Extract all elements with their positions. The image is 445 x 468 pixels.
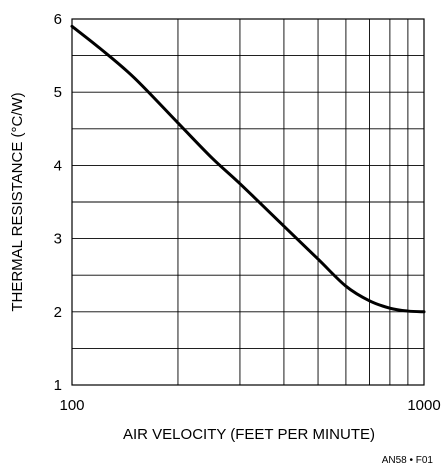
x-tick-label: 1000 xyxy=(407,397,440,414)
x-axis-title: AIR VELOCITY (FEET PER MINUTE) xyxy=(123,426,375,443)
y-tick-label: 5 xyxy=(54,84,62,101)
figure-id: AN58 • F01 xyxy=(382,455,434,466)
y-tick-label: 1 xyxy=(54,377,62,394)
y-tick-label: 2 xyxy=(54,304,62,321)
y-tick-label: 3 xyxy=(54,231,62,248)
series-layer xyxy=(70,24,426,314)
y-tick-label: 6 xyxy=(54,11,62,28)
x-tick-labels: 100 1000 xyxy=(59,397,440,414)
series-line xyxy=(70,24,426,314)
plot-frame xyxy=(71,18,425,386)
y-axis-title: THERMAL RESISTANCE (°C/W) xyxy=(9,92,26,311)
grid-lines xyxy=(72,19,424,385)
y-tick-labels: 1 2 3 4 5 6 xyxy=(54,11,62,394)
plot-border xyxy=(71,18,425,386)
y-tick-label: 4 xyxy=(54,157,62,174)
x-tick-label: 100 xyxy=(59,397,84,414)
